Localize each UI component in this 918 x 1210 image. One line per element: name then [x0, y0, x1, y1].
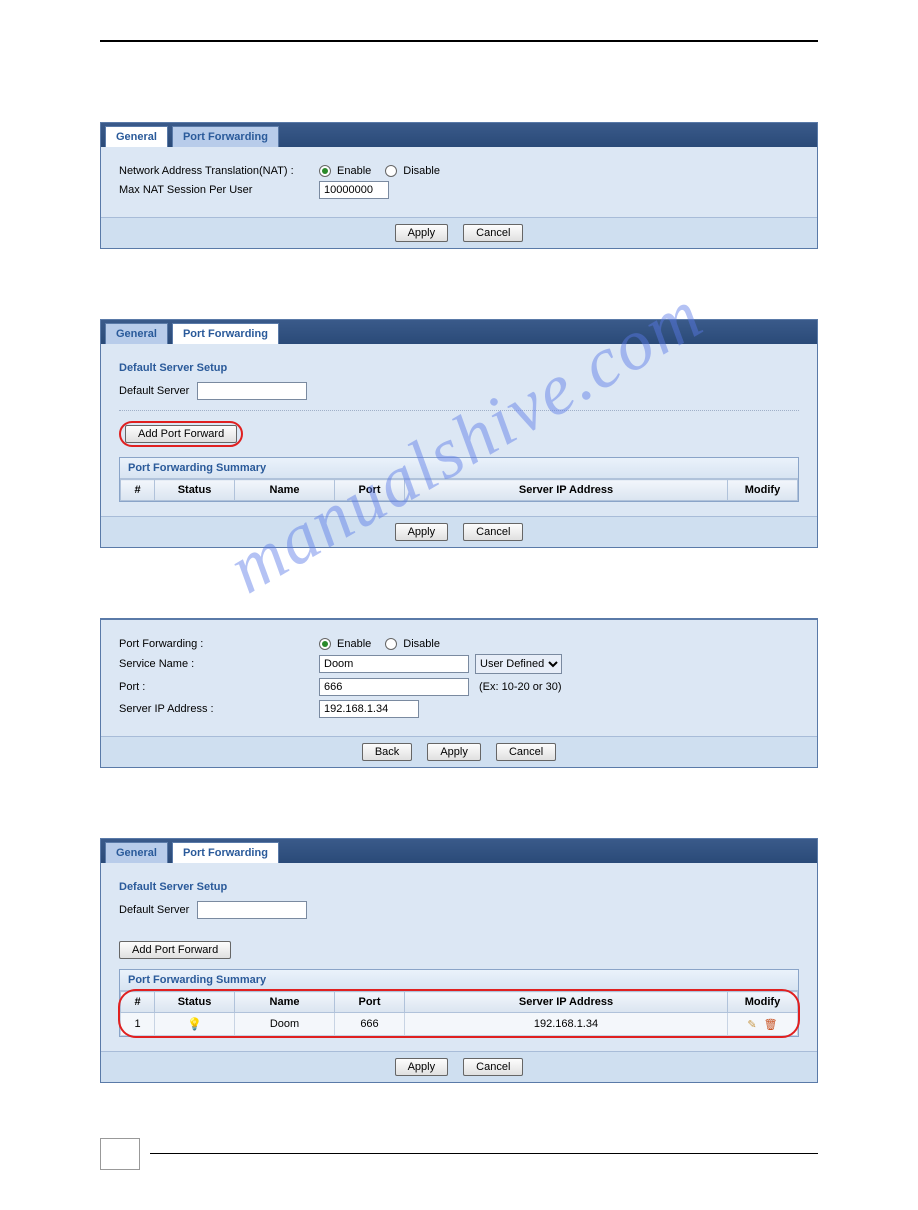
- pf-disable-label: Disable: [403, 638, 440, 650]
- max-session-input[interactable]: [319, 181, 389, 199]
- cancel-button[interactable]: Cancel: [463, 224, 523, 242]
- col-status: Status: [155, 480, 235, 501]
- cell-modify: ✎ 🗑: [728, 1013, 798, 1036]
- cancel-button[interactable]: Cancel: [496, 743, 556, 761]
- max-session-label: Max NAT Session Per User: [119, 184, 319, 196]
- default-server-label: Default Server: [119, 904, 189, 916]
- page-number-box: [100, 1138, 140, 1170]
- tab-general[interactable]: General: [105, 842, 168, 863]
- summary-title: Port Forwarding Summary: [120, 458, 798, 479]
- col-modify: Modify: [728, 992, 798, 1013]
- edit-icon[interactable]: ✎: [747, 1019, 756, 1031]
- nat-disable-radio[interactable]: [385, 165, 397, 177]
- col-num: #: [121, 992, 155, 1013]
- tab-general[interactable]: General: [105, 126, 168, 147]
- col-server-ip: Server IP Address: [405, 992, 728, 1013]
- cancel-button[interactable]: Cancel: [463, 1058, 523, 1076]
- server-ip-input[interactable]: [319, 700, 419, 718]
- default-server-input[interactable]: [197, 901, 307, 919]
- trash-icon[interactable]: 🗑: [764, 1019, 778, 1031]
- separator: [119, 410, 799, 411]
- cell-status: 💡: [155, 1013, 235, 1036]
- service-name-label: Service Name :: [119, 658, 319, 670]
- tab-port-forwarding[interactable]: Port Forwarding: [172, 842, 279, 863]
- panel-port-forwarding-empty: General Port Forwarding Default Server S…: [100, 319, 818, 548]
- default-server-label: Default Server: [119, 385, 189, 397]
- port-hint: (Ex: 10-20 or 30): [479, 681, 562, 693]
- col-port: Port: [335, 480, 405, 501]
- col-status: Status: [155, 992, 235, 1013]
- col-modify: Modify: [728, 480, 798, 501]
- apply-button[interactable]: Apply: [395, 224, 449, 242]
- add-port-forward-highlight: Add Port Forward: [119, 421, 243, 447]
- nat-label: Network Address Translation(NAT) :: [119, 165, 319, 177]
- col-port: Port: [335, 992, 405, 1013]
- col-num: #: [121, 480, 155, 501]
- port-input[interactable]: [319, 678, 469, 696]
- top-rule: [100, 40, 818, 42]
- pf-label: Port Forwarding :: [119, 638, 319, 650]
- apply-button[interactable]: Apply: [395, 523, 449, 541]
- cell-port: 666: [335, 1013, 405, 1036]
- bulb-icon: 💡: [187, 1017, 202, 1031]
- default-server-input[interactable]: [197, 382, 307, 400]
- summary-title: Port Forwarding Summary: [120, 970, 798, 991]
- nat-disable-label: Disable: [403, 165, 440, 177]
- table-row: 1 💡 Doom 666 192.168.1.34 ✎ 🗑: [121, 1013, 798, 1036]
- panel-port-forward-edit: Port Forwarding : Enable Disable Service…: [100, 618, 818, 768]
- summary-table: # Status Name Port Server IP Address Mod…: [120, 991, 798, 1036]
- service-name-input[interactable]: [319, 655, 469, 673]
- server-ip-label: Server IP Address :: [119, 703, 319, 715]
- apply-button[interactable]: Apply: [395, 1058, 449, 1076]
- panel-port-forwarding-populated: General Port Forwarding Default Server S…: [100, 838, 818, 1083]
- pf-enable-radio[interactable]: [319, 638, 331, 650]
- service-type-select[interactable]: User Defined: [475, 654, 562, 674]
- nat-enable-radio[interactable]: [319, 165, 331, 177]
- add-port-forward-button[interactable]: Add Port Forward: [125, 425, 237, 443]
- tab-bar: General Port Forwarding: [101, 123, 817, 147]
- tab-general[interactable]: General: [105, 323, 168, 344]
- add-port-forward-button[interactable]: Add Port Forward: [119, 941, 231, 959]
- summary-box: Port Forwarding Summary # Status Name Po…: [119, 969, 799, 1037]
- cancel-button[interactable]: Cancel: [463, 523, 523, 541]
- nat-enable-label: Enable: [337, 165, 371, 177]
- pf-disable-radio[interactable]: [385, 638, 397, 650]
- apply-button[interactable]: Apply: [427, 743, 481, 761]
- col-name: Name: [235, 480, 335, 501]
- cell-server-ip: 192.168.1.34: [405, 1013, 728, 1036]
- summary-table: # Status Name Port Server IP Address Mod…: [120, 479, 798, 501]
- default-server-setup-title: Default Server Setup: [119, 362, 799, 374]
- bottom-rule: [150, 1153, 818, 1154]
- nat-radio-group: Enable Disable: [319, 165, 440, 177]
- col-name: Name: [235, 992, 335, 1013]
- summary-box: Port Forwarding Summary # Status Name Po…: [119, 457, 799, 502]
- tab-bar: General Port Forwarding: [101, 320, 817, 344]
- panel-general-nat: General Port Forwarding Network Address …: [100, 122, 818, 249]
- pf-enable-label: Enable: [337, 638, 371, 650]
- cell-name: Doom: [235, 1013, 335, 1036]
- tab-port-forwarding[interactable]: Port Forwarding: [172, 126, 279, 147]
- tab-port-forwarding[interactable]: Port Forwarding: [172, 323, 279, 344]
- back-button[interactable]: Back: [362, 743, 412, 761]
- tab-bar: General Port Forwarding: [101, 839, 817, 863]
- col-server-ip: Server IP Address: [405, 480, 728, 501]
- cell-num: 1: [121, 1013, 155, 1036]
- default-server-setup-title: Default Server Setup: [119, 881, 799, 893]
- port-label: Port :: [119, 681, 319, 693]
